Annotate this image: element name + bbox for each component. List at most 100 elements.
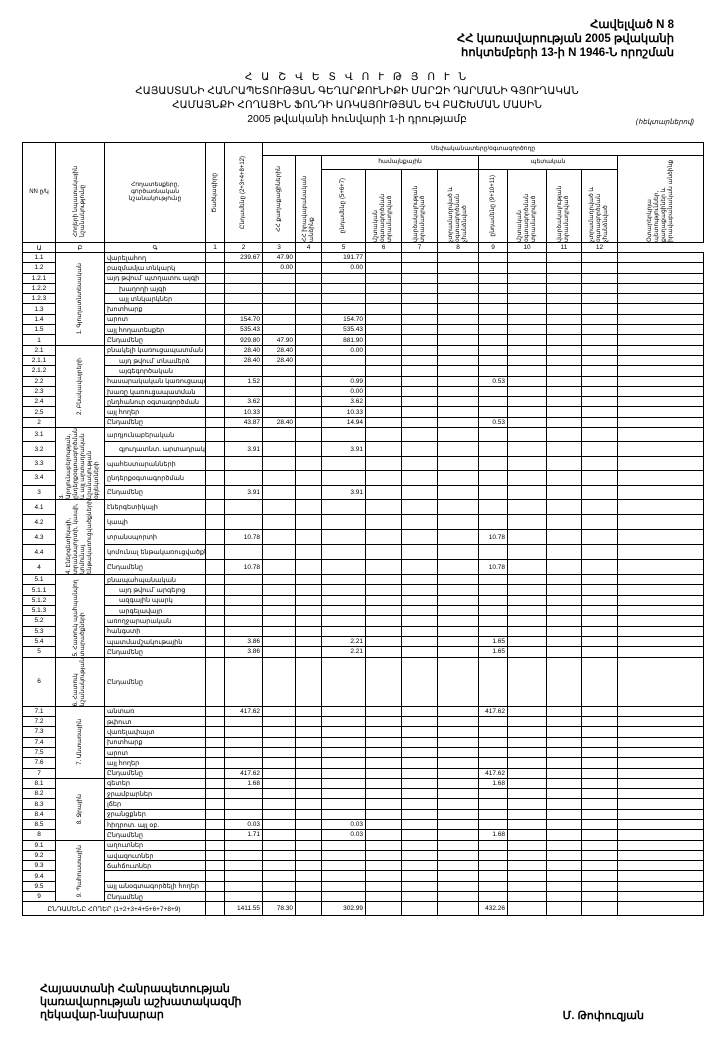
column-number: 8 [437, 242, 479, 253]
value-cell [295, 406, 322, 418]
value-cell [321, 880, 366, 893]
value-cell [321, 605, 366, 617]
value-cell [581, 441, 618, 457]
value-cell [581, 584, 618, 596]
value-cell [437, 767, 479, 779]
total-value: 302.99 [321, 901, 366, 917]
value-cell [365, 470, 402, 486]
row-name: Ընդամենը [104, 646, 206, 658]
value-cell [581, 375, 618, 387]
value-cell [262, 559, 296, 576]
value-cell [295, 860, 322, 872]
row-code: 2.1 [22, 344, 56, 356]
value-cell [262, 767, 296, 779]
table-row: 2.5 այլ հողեր 10.33 10.33 [22, 406, 705, 418]
value-cell [581, 354, 618, 367]
value-cell [401, 416, 438, 429]
table-row: 9.4 [22, 870, 705, 882]
value-cell [581, 646, 618, 658]
value-cell [295, 427, 322, 443]
value-cell [401, 656, 438, 707]
value-cell: 0.00 [321, 344, 366, 356]
value-cell [295, 646, 322, 658]
value-cell [581, 860, 618, 872]
row-name: բնակելի կառուցապատման [104, 344, 206, 356]
value-cell [616, 324, 705, 336]
value-cell [295, 375, 322, 387]
value-cell [321, 293, 366, 305]
value-cell [401, 839, 438, 851]
column-number: 4 [295, 242, 322, 253]
table-row: 9.2 ավազուտներ [22, 849, 705, 862]
value-cell [437, 406, 479, 418]
table-row: 5.2 առողջարարական [22, 615, 705, 627]
value-cell [546, 635, 582, 648]
table-row: 3.1 3. Արդյունաբերության, ընդերքօգտագործմ… [22, 427, 705, 501]
value-cell [507, 262, 547, 274]
value-cell [401, 716, 438, 728]
value-cell [507, 293, 547, 305]
value-cell [365, 514, 402, 531]
value-cell [365, 625, 402, 637]
category-cell: 3. Արդյունաբերության, ընդերքօգտագործման … [55, 427, 105, 501]
value-cell [546, 313, 582, 326]
value-cell [546, 625, 582, 637]
value-cell [224, 385, 263, 398]
code-cell [205, 788, 225, 800]
header-state-lease: վարձակալության տրամադրված [546, 169, 582, 243]
category-label: 9. Պահուստային [76, 844, 83, 898]
value-cell [401, 574, 438, 586]
code-cell [205, 251, 225, 264]
value-cell [546, 375, 582, 387]
row-name: Ընդամենը [104, 829, 206, 841]
table-row: 4.2 կապի [22, 514, 705, 531]
value-cell [365, 705, 402, 718]
table-row: 1.2.3 այլ տնկարկներ [22, 293, 705, 305]
value-cell [616, 441, 705, 457]
value-cell [616, 514, 705, 531]
value-cell: 28.40 [262, 416, 296, 429]
value-cell [365, 354, 402, 367]
row-name: կապի [104, 514, 206, 531]
category-cell: 5. Հատուկ պահպանվող տարածքների [55, 574, 105, 658]
value-cell [401, 559, 438, 576]
value-cell [401, 635, 438, 648]
value-cell [224, 625, 263, 637]
value-cell [401, 441, 438, 457]
table-row: 3 Ընդամենը 3.91 3.91 [22, 484, 705, 501]
row-name: խաղողի այգի [104, 282, 206, 295]
value-cell [581, 625, 618, 637]
code-cell [205, 584, 225, 596]
value-cell: 28.40 [224, 344, 263, 356]
value-cell [478, 880, 508, 893]
value-cell [507, 767, 547, 779]
value-cell [295, 839, 322, 851]
value-cell [581, 818, 618, 831]
table-row: 4.4 կոմունալ ենթակառուցվածքների [22, 544, 705, 561]
value-cell [507, 829, 547, 841]
row-code: 2.5 [22, 406, 56, 418]
value-cell [262, 808, 296, 820]
row-name: ընդհանուր օգտագործման [104, 396, 206, 408]
value-cell [401, 880, 438, 893]
signatory-name: Մ. Թոփուզյան [562, 1010, 644, 1022]
value-cell [401, 427, 438, 443]
row-code: 3.2 [22, 441, 56, 457]
value-cell [581, 455, 618, 472]
value-cell [616, 375, 705, 387]
row-name: Ընդամենը [104, 559, 206, 576]
value-cell [401, 293, 438, 305]
value-cell [437, 293, 479, 305]
value-cell [581, 544, 618, 561]
table-row: 9.5 այլ անօգտագործելի հողեր [22, 880, 705, 893]
row-code: 3.4 [22, 470, 56, 486]
value-cell [262, 574, 296, 586]
value-cell [546, 514, 582, 531]
value-cell [365, 416, 402, 429]
header-state-perm: մշտական օգտագործման տրամադրված [507, 169, 547, 243]
value-cell [365, 746, 402, 759]
value-cell [546, 406, 582, 418]
value-cell [478, 282, 508, 295]
value-cell [437, 891, 479, 903]
value-cell [437, 736, 479, 748]
